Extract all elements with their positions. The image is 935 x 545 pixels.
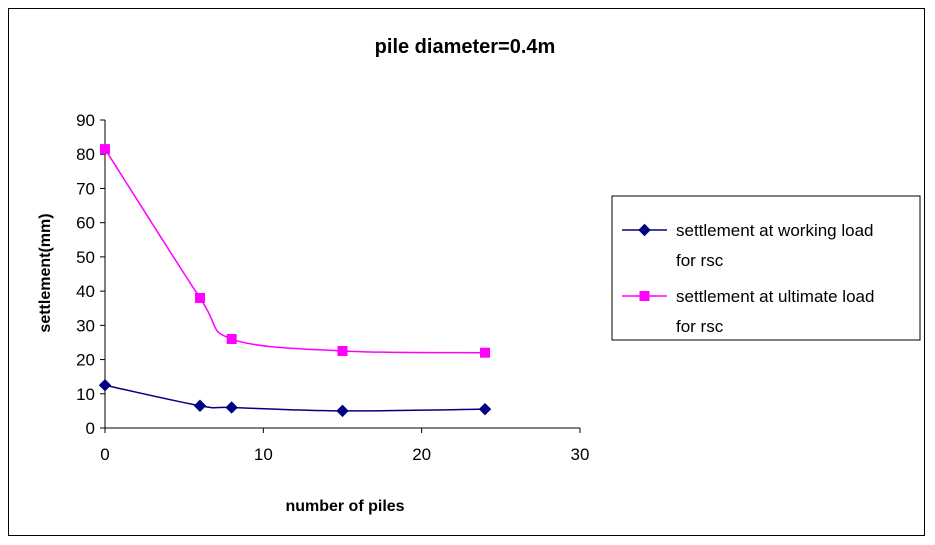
legend-label: settlement at working load: [676, 221, 874, 240]
x-tick-label: 0: [100, 445, 109, 464]
series-layer: [98, 144, 492, 418]
y-tick-label: 50: [76, 248, 95, 267]
x-tick-label: 20: [412, 445, 431, 464]
axes: 0 10 20 30 40 50 60 70 80 90 0 10 20 30: [76, 111, 589, 464]
data-point: [195, 292, 205, 303]
series-line: [104, 384, 486, 412]
data-point: [225, 401, 238, 414]
data-point: [98, 379, 112, 392]
y-tick-label: 40: [76, 282, 95, 301]
legend-marker: [639, 291, 650, 301]
x-axis-title: number of piles: [285, 498, 404, 515]
y-tick-label: 10: [76, 385, 95, 404]
data-point: [193, 399, 207, 412]
chart-title: pile diameter=0.4m: [375, 36, 556, 58]
x-tick-label: 30: [571, 445, 590, 464]
legend-marker: [638, 223, 651, 237]
y-tick-label: 60: [76, 214, 95, 233]
y-tick-label: 70: [76, 179, 95, 198]
y-axis-title: settlement(mm): [37, 213, 54, 332]
x-tick-label: 10: [254, 445, 273, 464]
data-point: [337, 346, 348, 356]
legend-box: [611, 195, 921, 341]
series-line: [104, 148, 486, 354]
legend-label: for rsc: [676, 251, 724, 270]
y-tick-label: 20: [76, 351, 95, 370]
data-point: [480, 347, 490, 358]
y-tick-label: 80: [76, 145, 95, 164]
legend-label: settlement at ultimate load: [676, 287, 874, 306]
legend-items: settlement at working load for rsc settlem…: [622, 221, 874, 336]
legend: settlement at working load for rsc settlem…: [611, 195, 921, 341]
y-tick-label: 30: [76, 316, 95, 335]
data-point: [478, 402, 492, 416]
data-point: [226, 334, 237, 345]
y-tick-label: 0: [86, 419, 95, 438]
series-2: [100, 144, 490, 358]
data-point: [100, 144, 110, 155]
y-tick-label: 90: [76, 111, 95, 130]
data-point: [336, 404, 349, 418]
legend-label: for rsc: [676, 317, 724, 336]
series-1: [98, 379, 492, 418]
